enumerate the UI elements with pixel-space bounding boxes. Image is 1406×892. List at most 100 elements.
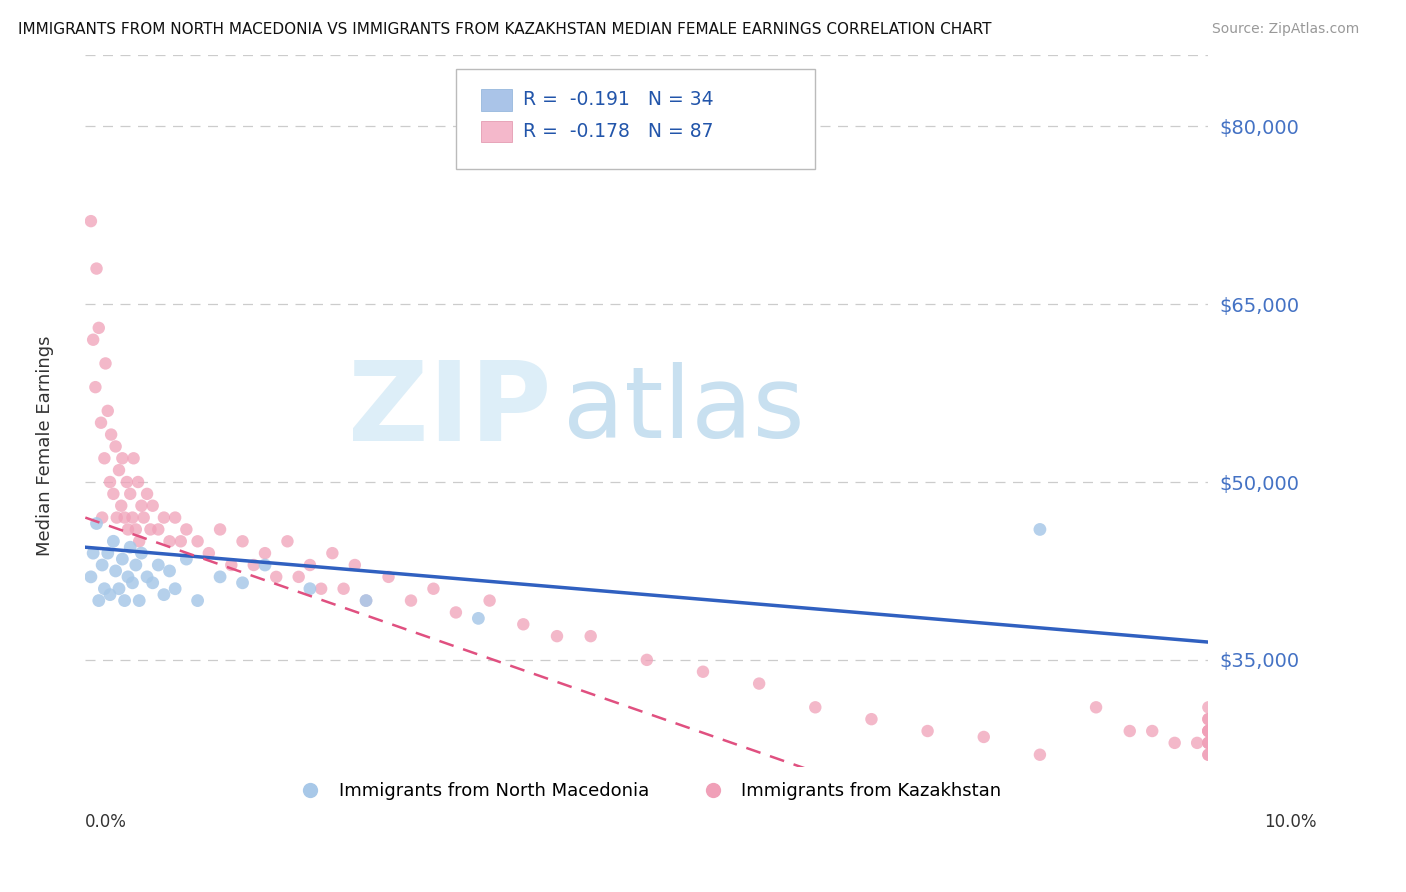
Point [692,665,714,679]
Point [309,582,332,596]
Point [86,261,108,276]
Point [115,475,138,489]
Point [377,570,399,584]
Legend: Immigrants from North Macedonia, Immigrants from Kazakhstan: Immigrants from North Macedonia, Immigra… [285,775,1008,807]
Point [209,570,232,584]
Point [512,617,534,632]
Point [148,523,170,537]
Text: Median Female Earnings: Median Female Earnings [37,335,53,557]
Point [209,523,232,537]
Point [1197,724,1219,739]
Point [122,451,145,466]
Point [128,593,150,607]
Point [103,534,125,549]
Point [287,570,309,584]
Point [1197,747,1219,762]
Text: atlas: atlas [562,362,804,459]
Point [343,558,366,572]
Point [1197,712,1219,726]
Point [97,546,120,560]
Point [1197,700,1219,714]
Point [94,356,117,370]
Text: 0.0%: 0.0% [84,813,127,830]
FancyBboxPatch shape [481,120,512,142]
Point [114,510,136,524]
Point [80,214,103,228]
Point [221,558,243,572]
Point [748,676,770,690]
Point [332,582,354,596]
Point [231,575,253,590]
Point [276,534,298,549]
Point [165,510,187,524]
Point [127,475,149,489]
Text: 10.0%: 10.0% [1264,813,1317,830]
Point [546,629,568,643]
Point [159,564,181,578]
Point [917,724,939,739]
Text: R =  -0.191   N = 34: R = -0.191 N = 34 [523,90,714,110]
Point [153,588,176,602]
Point [860,712,883,726]
Point [128,534,150,549]
Point [90,416,112,430]
Point [97,404,120,418]
Point [80,570,103,584]
Point [1185,736,1208,750]
Point [121,575,143,590]
Point [131,546,153,560]
Text: ZIP: ZIP [349,358,551,465]
Point [444,606,467,620]
Point [1197,724,1219,739]
Point [354,593,377,607]
Point [110,499,132,513]
Point [132,510,155,524]
Point [399,593,422,607]
Point [125,558,148,572]
Point [1119,724,1142,739]
Point [87,593,110,607]
Point [1197,747,1219,762]
Text: R =  -0.178   N = 87: R = -0.178 N = 87 [523,122,714,141]
Point [354,593,377,607]
Point [170,534,193,549]
Point [82,333,104,347]
Point [1029,747,1052,762]
Point [298,558,321,572]
Point [98,588,121,602]
Point [231,534,253,549]
Point [1085,700,1108,714]
Point [264,570,287,584]
Text: IMMIGRANTS FROM NORTH MACEDONIA VS IMMIGRANTS FROM KAZAKHSTAN MEDIAN FEMALE EARN: IMMIGRANTS FROM NORTH MACEDONIA VS IMMIG… [18,22,991,37]
Point [104,439,127,453]
Point [176,523,198,537]
Point [142,575,165,590]
Point [84,380,107,394]
Point [478,593,501,607]
Point [82,546,104,560]
Point [579,629,602,643]
Point [298,582,321,596]
Point [1197,724,1219,739]
Point [98,475,121,489]
Point [121,510,143,524]
Point [1029,523,1052,537]
Point [1197,736,1219,750]
Point [91,510,114,524]
Point [1142,724,1164,739]
Point [131,499,153,513]
Point [636,653,658,667]
Point [804,700,827,714]
Point [159,534,181,549]
Point [1197,724,1219,739]
Point [142,499,165,513]
Point [1197,736,1219,750]
Point [165,582,187,596]
Point [148,558,170,572]
Point [108,582,131,596]
Point [111,451,134,466]
Point [136,487,159,501]
FancyBboxPatch shape [481,89,512,111]
Point [87,321,110,335]
Point [93,451,115,466]
